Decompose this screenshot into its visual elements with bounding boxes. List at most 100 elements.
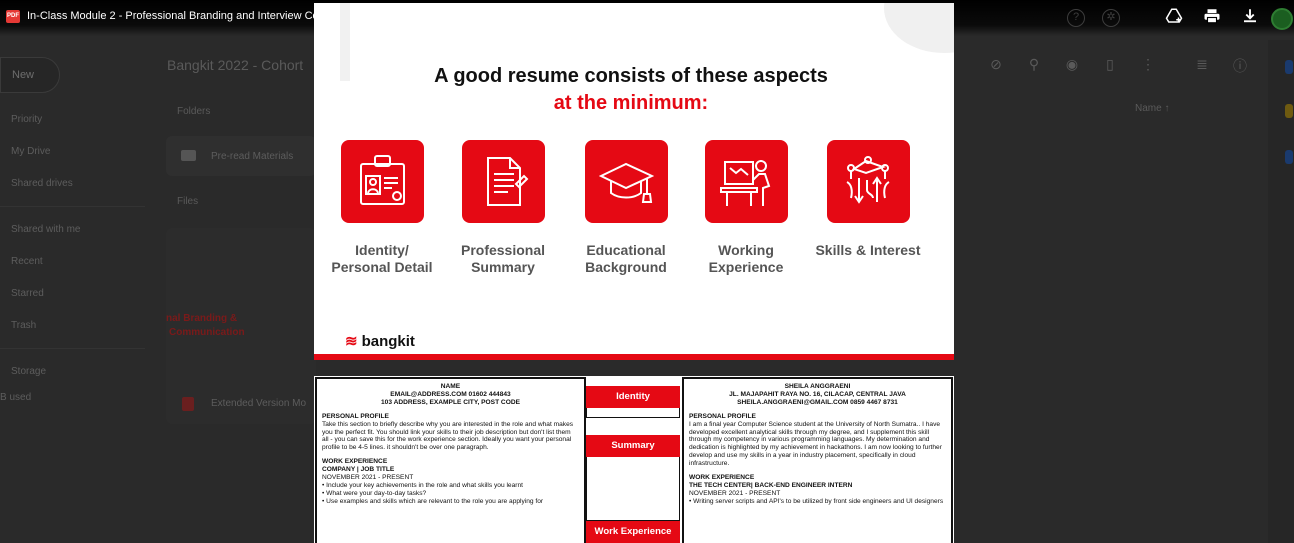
add-to-drive-icon[interactable] xyxy=(1164,7,1184,27)
tasks-icon[interactable] xyxy=(1285,150,1293,164)
label-identity: Identity xyxy=(586,386,680,408)
new-button[interactable]: New xyxy=(0,57,60,93)
download-glyph xyxy=(1244,9,1256,23)
files-label: Files xyxy=(177,196,199,207)
side-panel-strip xyxy=(1268,40,1294,543)
sidebar-divider xyxy=(0,348,145,349)
template-work-role: COMPANY | JOB TITLE xyxy=(322,466,395,474)
sidebar-divider xyxy=(0,206,145,207)
help-icon[interactable]: ? xyxy=(1067,9,1085,27)
folders-label: Folders xyxy=(177,106,211,117)
aspect-working: Working Experience xyxy=(691,140,801,276)
label-summary: Summary xyxy=(586,435,680,457)
template-bullet: • Use examples and skills which are rele… xyxy=(322,497,544,505)
trash-icon[interactable]: ▯ xyxy=(1106,56,1114,72)
example-work-role: THE TECH CENTER| BACK-END ENGINEER INTER… xyxy=(689,481,853,489)
template-name: NAME xyxy=(440,383,461,390)
example-bullet: • Writing server scripts and API's to be… xyxy=(689,497,944,505)
sidebar-item-storage[interactable]: Storage xyxy=(11,366,47,377)
sidebar-item-starred[interactable]: Starred xyxy=(11,288,44,299)
example-name: SHEILA ANGGRAENI xyxy=(784,383,851,390)
aspect-label: Identity/ Personal Detail xyxy=(331,242,433,275)
calendar-icon[interactable] xyxy=(1285,60,1293,74)
file-card[interactable] xyxy=(166,228,316,424)
template-bullet: • What were your day-to-day tasks? xyxy=(322,489,427,497)
sidebar-item-my-drive[interactable]: My Drive xyxy=(11,146,51,157)
slide-subheading: at the minimum: xyxy=(553,92,709,114)
example-work-heading: WORK EXPERIENCE xyxy=(689,474,755,482)
id-card-icon xyxy=(340,140,424,223)
document-glyph xyxy=(486,157,528,206)
label-frame xyxy=(586,457,680,521)
resume-template: NAME EMAIL@ADDRESS.COM 01602 444843 103 … xyxy=(315,377,586,543)
label-work-experience: Work Experience xyxy=(586,521,680,543)
link-off-icon[interactable]: ⊘ xyxy=(990,56,1002,72)
info-icon[interactable]: ⓘ xyxy=(1233,58,1247,74)
slide-page: A good resume consists of these aspects … xyxy=(314,3,954,360)
resume-comparison-page: NAME EMAIL@ADDRESS.COM 01602 444843 103 … xyxy=(314,376,954,543)
section-labels: Identity Summary Work Experience xyxy=(586,376,680,543)
decorative-bar xyxy=(340,3,350,81)
more-vert-icon[interactable]: ⋮ xyxy=(1141,56,1155,72)
add-to-drive-glyph xyxy=(1165,8,1183,23)
breadcrumb[interactable]: Bangkit 2022 - Cohort xyxy=(167,57,304,73)
example-work-date: NOVEMBER 2021 - PRESENT xyxy=(689,489,781,497)
sidebar-item-shared-with-me[interactable]: Shared with me xyxy=(11,224,81,235)
decorative-circle xyxy=(884,3,954,53)
template-bullet: • Include your key achievements in the r… xyxy=(322,481,523,489)
storage-used-text: B used xyxy=(0,392,32,403)
presentation-icon xyxy=(704,140,788,223)
graduation-cap-glyph xyxy=(598,162,654,203)
add-person-icon[interactable]: ⚲ xyxy=(1028,56,1040,72)
aspect-label: Educational Background xyxy=(585,242,667,275)
aspect-skills: Skills & Interest xyxy=(813,140,923,259)
example-address: JL. MAJAPAHIT RAYA NO. 16, CILACAP, CENT… xyxy=(729,390,906,398)
graduation-cap-icon xyxy=(584,140,668,223)
keep-icon[interactable] xyxy=(1285,104,1293,118)
aspect-identity: Identity/ Personal Detail xyxy=(327,140,437,276)
example-contact: SHEILA.ANGGRAENI@GMAIL.COM 0859 4467 873… xyxy=(737,398,898,406)
aspect-label: Working Experience xyxy=(708,242,784,275)
template-work-heading: WORK EXPERIENCE xyxy=(322,458,388,466)
aspect-summary: Professional Summary xyxy=(448,140,558,276)
example-profile-heading: PERSONAL PROFILE xyxy=(689,412,756,420)
id-card-glyph xyxy=(359,155,405,205)
file-name: Extended Version Mo xyxy=(211,398,307,409)
download-icon[interactable] xyxy=(1240,7,1260,27)
template-contact: EMAIL@ADDRESS.COM 01602 444843 xyxy=(390,390,511,398)
pdf-file-icon xyxy=(182,397,194,411)
document-icon xyxy=(461,140,545,223)
document-title: In-Class Module 2 - Professional Brandin… xyxy=(27,10,400,22)
template-address: 103 ADDRESS, EXAMPLE CITY, POST CODE xyxy=(381,398,520,406)
slide-heading: A good resume consists of these aspects xyxy=(434,65,828,87)
sidebar-item-priority[interactable]: Priority xyxy=(11,114,43,125)
example-profile-text: I am a final year Computer Science stude… xyxy=(689,420,942,468)
aspect-label: Professional Summary xyxy=(460,242,546,275)
presentation-glyph xyxy=(719,160,770,206)
resume-example: SHEILA ANGGRAENI JL. MAJAPAHIT RAYA NO. … xyxy=(682,377,953,543)
preview-eye-icon[interactable]: ◉ xyxy=(1065,56,1079,72)
print-icon[interactable] xyxy=(1202,7,1222,27)
pdf-icon: PDF xyxy=(6,10,20,23)
label-frame xyxy=(586,408,680,418)
print-glyph xyxy=(1204,9,1220,24)
skills-network-glyph xyxy=(845,156,890,204)
sidebar-item-recent[interactable]: Recent xyxy=(11,256,43,267)
sort-by-name[interactable]: Name ↑ xyxy=(1135,103,1170,114)
file-thumbnail-text: nal Branding & Communication xyxy=(166,313,245,338)
bangkit-logo: ≋ bangkit xyxy=(345,333,415,350)
folder-name: Pre-read Materials xyxy=(211,151,294,162)
aspect-label: Skills & Interest xyxy=(815,242,921,258)
settings-gear-icon[interactable]: ✲ xyxy=(1102,9,1120,27)
sidebar-item-shared-drives[interactable]: Shared drives xyxy=(11,178,73,189)
sidebar-item-trash[interactable]: Trash xyxy=(11,320,37,331)
template-work-date: NOVEMBER 2021 - PRESENT xyxy=(322,474,414,482)
template-profile-heading: PERSONAL PROFILE xyxy=(322,412,389,420)
template-profile-text: Take this section to briefly describe wh… xyxy=(322,420,574,452)
skills-network-icon xyxy=(826,140,910,223)
aspect-education: Educational Background xyxy=(571,140,681,276)
list-view-icon[interactable]: ≣ xyxy=(1196,56,1208,72)
account-avatar[interactable] xyxy=(1271,8,1293,30)
folder-icon xyxy=(181,150,196,161)
